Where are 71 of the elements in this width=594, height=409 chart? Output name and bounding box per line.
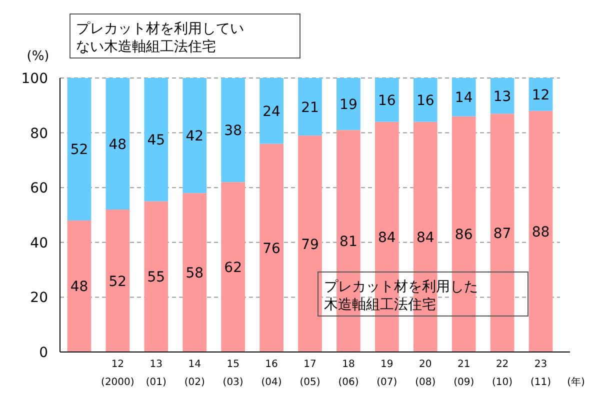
bar [67,220,92,352]
x-tick-label: 20 (08) [415,359,436,388]
bar [452,78,476,116]
bar [106,210,130,352]
x-tick-label: 15 (03) [222,359,244,388]
bar [413,78,438,122]
bar [490,114,514,352]
x-tick-label: 12 (2000) [101,359,134,388]
x-tick-label: 22 (10) [492,359,513,388]
x-tick-label: 16 (04) [261,359,282,388]
x-tick-label: 13 (01) [146,359,167,388]
data-label: 55 [147,270,166,286]
data-label: 16 [416,92,434,109]
y-tick-label: 40 [30,235,48,252]
data-label: 81 [340,234,358,250]
data-label: 84 [416,230,434,246]
data-label: 52 [70,142,88,158]
data-label: 24 [262,104,281,120]
y-tick-label: 0 [39,345,48,361]
bar [144,78,168,202]
bar [106,78,130,210]
x-tick-label: 21 (09) [454,359,474,388]
data-label: 13 [493,88,512,105]
y-tick-label: 60 [30,180,48,197]
bar [260,144,284,352]
data-label: 52 [108,274,127,290]
bar [221,78,245,182]
x-tick-label: 17 (05) [300,359,320,388]
bar [375,78,399,122]
bar [144,201,168,352]
data-label: 38 [224,123,242,140]
data-label: 14 [454,90,473,106]
bar [260,78,284,144]
x-tick-label: 14 (02) [184,359,205,388]
x-tick-label: 18 (06) [338,359,359,388]
bar [528,78,553,111]
bar [490,78,514,114]
data-label: 76 [262,240,281,257]
y-axis-title: (%) [26,49,50,64]
x-tick-label: 23 (11) [530,359,552,388]
data-label: 48 [108,136,127,153]
data-label: 62 [224,260,242,276]
data-label: 88 [532,224,550,240]
bar [221,182,245,352]
data-label: 21 [301,100,319,116]
bar [182,78,207,194]
series-label: プレカット材を利用した木造軸組工法住宅 [324,279,478,313]
bar [336,78,360,130]
y-tick-label: 20 [30,290,48,306]
bar [528,110,553,352]
data-label: 58 [186,266,204,282]
data-label: 86 [454,227,473,244]
data-label: 42 [186,128,204,145]
data-label: 79 [301,236,319,253]
data-label: 16 [378,92,396,109]
y-tick-label: 80 [30,126,48,142]
data-label: 19 [340,97,358,114]
bar [67,78,92,220]
bar [298,136,322,352]
bar [298,78,322,136]
data-label: 87 [493,226,512,242]
data-label: 45 [147,132,166,149]
series-label: プレカット材を利用していない木造軸組工法住宅 [76,21,244,55]
y-tick-label: 100 [21,71,48,87]
x-axis-title: (年) [567,376,585,388]
bar [182,193,207,352]
bar [452,116,476,352]
data-label: 12 [532,87,550,104]
x-tick-label: 19 (07) [376,359,398,388]
data-label: 84 [378,230,396,246]
data-label: 48 [70,279,88,296]
